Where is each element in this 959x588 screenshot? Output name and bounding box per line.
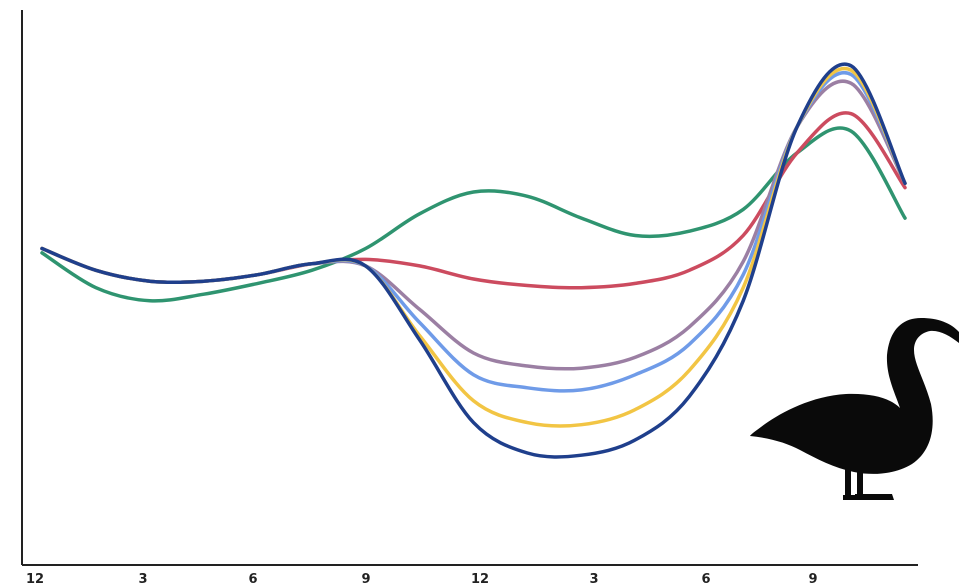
x-tick-label: 6 bbox=[248, 572, 257, 587]
x-tick-label: 3 bbox=[138, 572, 147, 587]
series-group bbox=[40, 62, 907, 459]
series-line-5 bbox=[40, 66, 907, 428]
series-line-3 bbox=[40, 79, 907, 371]
x-tick-labels: 12 3 6 9 12 3 6 9 bbox=[26, 572, 818, 587]
x-tick-label: 12 bbox=[26, 572, 44, 587]
x-tick-label: 12 bbox=[471, 572, 489, 587]
series-line-1 bbox=[40, 126, 907, 303]
x-tick-label: 3 bbox=[589, 572, 598, 587]
series-line-4 bbox=[40, 71, 907, 393]
x-tick-label: 9 bbox=[361, 572, 370, 587]
goose-silhouette-icon bbox=[750, 318, 959, 500]
x-tick-label: 9 bbox=[808, 572, 817, 587]
series-line-2 bbox=[40, 111, 907, 290]
series-line-6 bbox=[40, 62, 907, 459]
x-tick-label: 6 bbox=[701, 572, 710, 587]
